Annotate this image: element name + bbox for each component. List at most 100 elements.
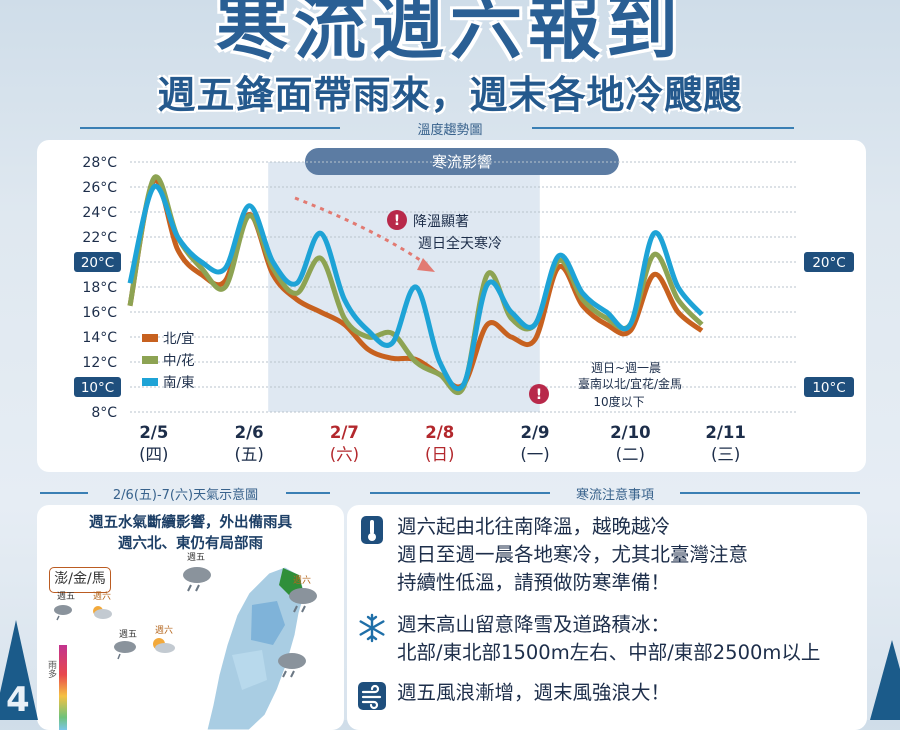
left-badge: 4 bbox=[6, 680, 30, 720]
x-tick-date: 2/10 bbox=[610, 423, 650, 442]
chart-section-label: 溫度趨勢圖 bbox=[417, 123, 483, 138]
map-caption-line: 週五水氣斷續影響，外出備雨具 bbox=[89, 515, 292, 531]
note-line: 持續性低溫，請預做防寒準備！ bbox=[397, 571, 671, 594]
y-tick-label: 20°C bbox=[81, 255, 114, 271]
x-tick-date: 2/9 bbox=[521, 423, 550, 442]
annotation-text: 週日全天寒冷 bbox=[418, 235, 502, 252]
cloud-rain-icon bbox=[183, 567, 211, 592]
legend-label: 北/宜 bbox=[163, 331, 195, 347]
x-tick-weekday: (四) bbox=[139, 445, 168, 464]
x-tick-weekday: (二) bbox=[616, 445, 645, 464]
annotation-text: 降溫顯著 bbox=[413, 214, 469, 230]
thermometer-icon bbox=[361, 516, 383, 544]
warning-icon-glyph: ! bbox=[394, 213, 400, 229]
note-line: 北部/東北部1500m左右、中部/東部2500m以上 bbox=[397, 641, 821, 664]
warning-icon-glyph: ! bbox=[536, 387, 542, 403]
y-tick-label: 22°C bbox=[82, 230, 117, 246]
note-item: 週六起由北往南降溫，越晚越冷 週日至週一晨各地寒冷，尤其北臺灣注意 持續性低溫，… bbox=[357, 513, 748, 597]
cloud-rain-icon bbox=[278, 653, 306, 678]
cloud-rain-icon bbox=[114, 641, 136, 660]
sun-cloud-icon bbox=[153, 638, 175, 653]
y-tick-label-right: 10°C bbox=[812, 380, 845, 396]
note-line: 週五風浪漸增，週末風強浪大！ bbox=[397, 681, 671, 704]
divider-notes-right bbox=[680, 492, 860, 494]
temperature-chart-panel: 寒流影響 28°C 26°C 24°C 22°C 20°C 20°C 18°C 16°C 14°C… bbox=[37, 140, 866, 472]
map-caption: 週五水氣斷續影響，外出備雨具 週六北、東仍有局部雨 bbox=[37, 513, 344, 555]
wind-icon bbox=[358, 682, 386, 710]
y-tick-label: 26°C bbox=[82, 180, 117, 196]
map-day-label: 週五 bbox=[57, 591, 75, 602]
legend-label: 南/東 bbox=[163, 375, 195, 391]
y-tick-badge-right bbox=[804, 252, 854, 272]
x-tick-weekday: (五) bbox=[234, 445, 263, 464]
x-tick-weekday: (三) bbox=[711, 445, 740, 464]
x-tick-weekday: (六) bbox=[330, 445, 359, 464]
sun-cloud-icon bbox=[93, 606, 112, 619]
legend-swatch bbox=[142, 334, 158, 342]
series-line-1 bbox=[127, 174, 704, 396]
taiwan-map bbox=[206, 566, 306, 730]
weather-map-panel: 週五水氣斷續影響，外出備雨具 週六北、東仍有局部雨 澎/金/馬 週五 bbox=[37, 505, 344, 730]
y-tick-badge bbox=[74, 252, 121, 272]
page-title: 寒流週六報到 bbox=[215, 0, 684, 69]
y-tick-label: 24°C bbox=[82, 205, 117, 221]
divider-map-right bbox=[286, 492, 330, 494]
x-tick-date: 2/6 bbox=[235, 423, 264, 442]
x-tick-date: 2/11 bbox=[705, 423, 745, 442]
descending-arrow bbox=[294, 196, 430, 268]
x-tick-date: 2/7 bbox=[330, 423, 359, 442]
y-tick-label-right: 20°C bbox=[812, 255, 845, 271]
map-day-label: 週五 bbox=[187, 552, 205, 563]
cloud-rain-icon bbox=[289, 588, 317, 613]
note-line: 週六起由北往南降溫，越晚越冷 bbox=[397, 515, 671, 538]
y-tick-label: 18°C bbox=[82, 280, 117, 296]
y-tick-badge bbox=[74, 377, 121, 397]
map-day-label: 週六 bbox=[293, 574, 311, 586]
page-subtitle: 週五鋒面帶雨來，週末各地冷颼颼 bbox=[157, 73, 743, 117]
legend-swatch bbox=[142, 356, 158, 364]
weather-map-illustration: 週五 週六 週五 週六 週五 週六 雨多 bbox=[46, 552, 317, 730]
notes-section-label: 寒流注意事項 bbox=[575, 488, 654, 503]
divider-map-left bbox=[40, 492, 88, 494]
descending-arrowhead bbox=[417, 258, 435, 272]
y-tick-label: 16°C bbox=[82, 305, 117, 321]
y-tick-badge-right bbox=[804, 377, 854, 397]
divider-left bbox=[80, 127, 340, 129]
y-tick-label: 14°C bbox=[82, 330, 117, 346]
x-tick-date: 2/5 bbox=[139, 423, 168, 442]
x-tick-weekday: (一) bbox=[520, 445, 549, 464]
map-day-label: 週五 bbox=[119, 629, 137, 640]
annotation-text: 週日~週一晨 bbox=[591, 361, 661, 375]
cold-wave-notes-panel: 週六起由北往南降溫，越晚越冷 週日至週一晨各地寒冷，尤其北臺灣注意 持續性低溫，… bbox=[347, 505, 867, 730]
legend-swatch bbox=[142, 378, 158, 386]
divider-right bbox=[532, 127, 794, 129]
cloud-rain-icon bbox=[54, 605, 72, 621]
note-line: 週末高山留意降雪及道路積冰： bbox=[397, 613, 671, 636]
y-tick-label: 28°C bbox=[82, 155, 117, 171]
tree-decoration bbox=[870, 640, 900, 720]
map-caption-line: 週六北、東仍有局部雨 bbox=[118, 536, 263, 552]
warning-icon bbox=[387, 210, 407, 230]
rain-scale-label: 雨多 bbox=[46, 660, 57, 679]
warning-icon bbox=[529, 384, 549, 404]
y-tick-label: 10°C bbox=[81, 380, 114, 396]
note-line: 週日至週一晨各地寒冷，尤其北臺灣注意 bbox=[397, 543, 749, 566]
map-day-label: 週六 bbox=[93, 590, 111, 602]
x-tick-weekday: (日) bbox=[425, 445, 454, 464]
note-item: 週末高山留意降雪及道路積冰： 北部/東北部1500m左右、中部/東部2500m以… bbox=[357, 611, 820, 667]
tree-decoration bbox=[0, 620, 38, 720]
region-tag: 澎/金/馬 bbox=[49, 567, 111, 593]
legend-label: 中/花 bbox=[163, 353, 195, 369]
annotation-text: 臺南以北/宜花/金馬 bbox=[578, 376, 682, 391]
map-section-label: 2/6(五)-7(六)天氣示意圖 bbox=[112, 488, 259, 503]
y-tick-label: 8°C bbox=[91, 405, 117, 421]
x-tick-date: 2/8 bbox=[425, 423, 454, 442]
note-item: 週五風浪漸增，週末風強浪大！ bbox=[357, 679, 671, 710]
y-tick-label: 12°C bbox=[82, 355, 117, 371]
series-line-2 bbox=[127, 183, 704, 392]
annotation-text: 10度以下 bbox=[593, 394, 644, 409]
divider-notes-left bbox=[370, 492, 550, 494]
map-day-label: 週六 bbox=[155, 624, 173, 636]
snowflake-icon bbox=[359, 613, 385, 643]
